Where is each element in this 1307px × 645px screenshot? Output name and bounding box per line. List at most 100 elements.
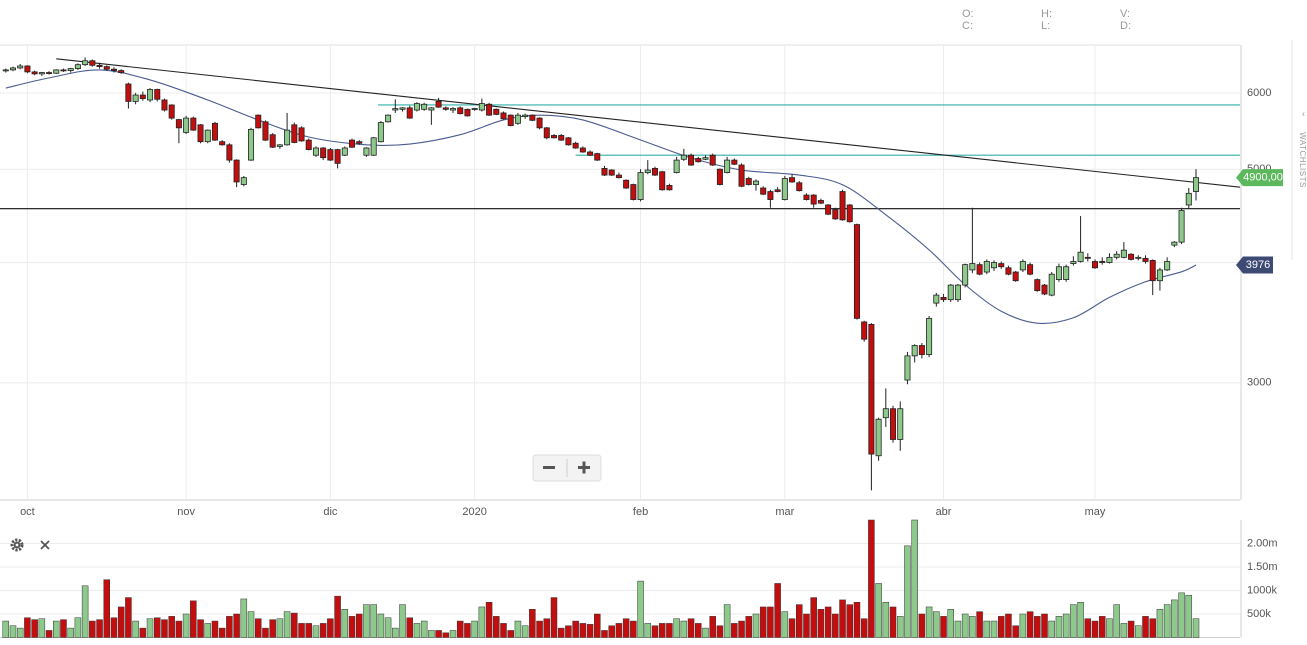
volume-bar	[197, 619, 204, 638]
volume-bar	[637, 580, 644, 638]
volume-bar	[997, 616, 1005, 638]
volume-bar	[904, 545, 911, 638]
volume-bar	[154, 617, 161, 638]
candle-body	[976, 264, 983, 275]
candle-body	[897, 408, 904, 440]
volume-bar	[1185, 594, 1193, 638]
volume-bar	[940, 616, 947, 638]
candle-body	[998, 263, 1005, 268]
volume-bar	[1106, 618, 1113, 638]
ohlc-label: V:	[1120, 8, 1130, 20]
candle-body	[608, 169, 615, 176]
volume-bar	[1077, 602, 1084, 638]
candle-body	[356, 141, 363, 144]
candle-body	[911, 345, 918, 357]
volume-bar	[507, 630, 514, 638]
volume-bar	[103, 579, 111, 638]
candle-body	[89, 60, 96, 66]
volume-bar	[709, 616, 716, 638]
volume-bar	[254, 618, 262, 638]
volume-bar	[796, 604, 803, 638]
candle-body	[125, 83, 132, 102]
close-icon[interactable]	[40, 540, 50, 550]
volume-bar	[9, 625, 17, 638]
volume-bar	[449, 630, 457, 638]
volume-bar	[521, 625, 529, 638]
candle-body	[817, 200, 824, 204]
candle-body	[9, 67, 16, 71]
candle-body	[385, 114, 392, 123]
volume-bar	[146, 618, 154, 638]
candle-body	[74, 64, 81, 69]
volume-bar	[392, 627, 399, 638]
candle-body	[673, 159, 680, 173]
candle-body	[413, 103, 420, 111]
volume-bar	[832, 613, 839, 638]
candle-body	[262, 121, 269, 141]
candle-body	[572, 142, 579, 149]
candle-body	[38, 72, 45, 75]
candle-body	[890, 408, 897, 440]
candle-body	[789, 177, 796, 183]
candle-body	[24, 65, 31, 73]
candle-body	[760, 187, 767, 195]
volume-bar	[702, 627, 709, 638]
candle-body	[392, 108, 399, 111]
candle-body	[875, 418, 882, 457]
candle-body	[529, 114, 536, 121]
candle-body	[60, 69, 67, 72]
candle-body	[363, 147, 370, 156]
y-tick-label: 1000k	[1247, 584, 1277, 596]
candle-body	[637, 172, 644, 200]
volume-bar	[911, 519, 918, 638]
volume-bar	[139, 627, 147, 638]
gear-hole[interactable]	[15, 543, 19, 547]
volume-bar	[45, 630, 53, 638]
volume-bar	[644, 623, 652, 638]
settings-icon[interactable]	[10, 538, 24, 552]
volume-bar	[543, 618, 551, 638]
zoom-in-button[interactable]	[582, 461, 586, 474]
x-tick-label: mar	[775, 506, 794, 518]
candle-body	[594, 153, 601, 161]
candle-body	[1171, 241, 1178, 246]
volume-bar	[853, 602, 861, 638]
volume-bar	[1055, 616, 1063, 638]
candle-body	[688, 154, 695, 166]
candle-body	[96, 64, 103, 68]
collapse-arrow[interactable]: ‹	[1302, 108, 1305, 118]
candle-body	[291, 124, 298, 143]
volume-bar	[824, 606, 832, 638]
volume-bar	[226, 616, 233, 638]
volume-bar	[1012, 625, 1019, 638]
candle-body	[1142, 257, 1149, 262]
candle-body	[82, 60, 89, 66]
volume-bar	[651, 625, 659, 638]
volume-bar	[81, 585, 89, 638]
volume-bar	[110, 617, 118, 638]
gear-teeth[interactable]	[10, 538, 24, 552]
x-tick-label: 2020	[462, 506, 486, 518]
ohlc-label: D:	[1120, 20, 1131, 32]
volume-bar	[608, 625, 615, 638]
volume-bar	[817, 609, 825, 638]
volume-bar	[990, 620, 998, 638]
zoom-out-button[interactable]	[543, 466, 555, 469]
volume-bar	[1034, 616, 1041, 638]
volume-bar	[132, 620, 139, 638]
side-tab[interactable]: WATCHLISTS	[1298, 132, 1307, 188]
close-stroke[interactable]	[40, 540, 50, 550]
candle-body	[738, 164, 745, 187]
x-tick-label: nov	[177, 506, 195, 518]
candle-body	[1027, 264, 1034, 275]
candle-body	[103, 66, 110, 70]
volume-bar	[1070, 604, 1077, 638]
volume-bar	[788, 618, 796, 638]
volume-bar	[384, 617, 392, 638]
candle-body	[543, 127, 550, 139]
volume-bar	[803, 613, 810, 638]
candle-body	[139, 94, 146, 99]
candle-body	[1092, 261, 1099, 269]
candle-body	[118, 70, 125, 73]
volume-bar	[961, 613, 969, 638]
